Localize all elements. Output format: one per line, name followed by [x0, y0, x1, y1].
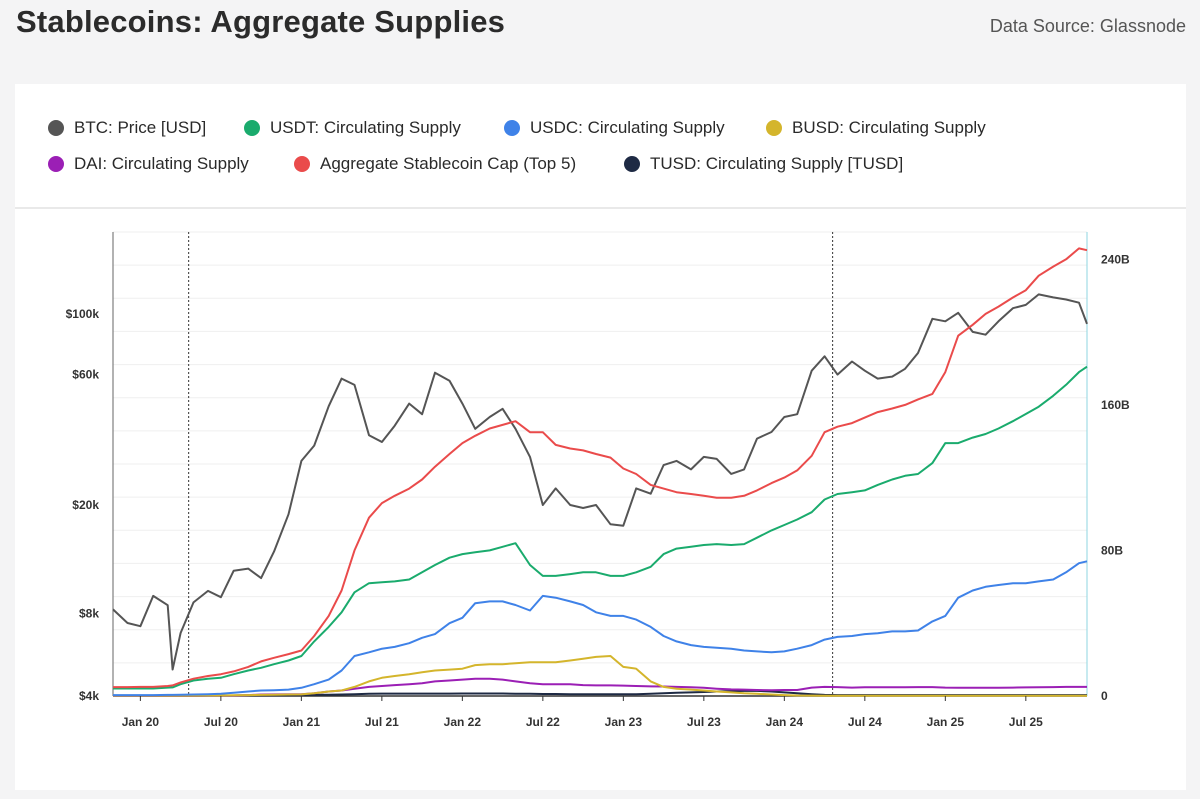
- legend-dot-tusd: [624, 156, 640, 172]
- series-line-usdt[interactable]: [113, 365, 1088, 690]
- legend-dot-usdt: [244, 120, 260, 136]
- x-tick-label: Jul 21: [365, 715, 399, 729]
- series-line-btc[interactable]: [112, 293, 1088, 671]
- x-tick-label: Jan 23: [605, 715, 643, 729]
- series-line-busd[interactable]: [113, 655, 1087, 697]
- page-header: Stablecoins: Aggregate Supplies Data Sou…: [0, 0, 1200, 84]
- page-title: Stablecoins: Aggregate Supplies: [16, 4, 506, 39]
- x-tick-label: Jan 20: [122, 715, 160, 729]
- legend-label-busd: BUSD: Circulating Supply: [792, 118, 986, 137]
- x-tick-label: Jan 21: [283, 715, 321, 729]
- x-tick-label: Jul 25: [1009, 715, 1043, 729]
- x-tick-label: Jan 25: [927, 715, 965, 729]
- y-left-tick-label: $20k: [72, 498, 99, 512]
- y-axis-left-labels: $4k $8k $20k $60k $100k: [66, 307, 100, 703]
- chart-annotation-lines: [188, 232, 834, 696]
- chart-card: BTC: Price [USD] USDT: Circulating Suppl…: [15, 84, 1186, 790]
- x-tick-label: Jul 23: [687, 715, 721, 729]
- legend-item-busd[interactable]: BUSD: Circulating Supply: [766, 118, 986, 138]
- chart-series: [112, 247, 1088, 697]
- x-tick-label: Jul 22: [526, 715, 560, 729]
- y-axis-right-labels: 0 80B 160B 240B: [1101, 252, 1130, 703]
- legend-label-usdt: USDT: Circulating Supply: [270, 118, 461, 137]
- legend-label-aggregate-cap: Aggregate Stablecoin Cap (Top 5): [320, 154, 577, 173]
- chart-canvas[interactable]: Jan 20 Jul 20 Jan 21 Jul 21 Jan 22 Jul 22 Jan …: [15, 209, 1186, 790]
- x-axis-labels: Jan 20 Jul 20 Jan 21 Jul 21 Jan 22 Jul 22 Jan …: [122, 696, 1043, 729]
- legend-label-tusd: TUSD: Circulating Supply [TUSD]: [650, 154, 904, 173]
- chart-legend: BTC: Price [USD] USDT: Circulating Suppl…: [15, 84, 1186, 209]
- y-right-tick-label: 80B: [1101, 543, 1123, 557]
- data-source-label: Data Source: Glassnode: [989, 16, 1186, 36]
- y-right-tick-label: 0: [1101, 689, 1108, 703]
- y-left-tick-label: $100k: [66, 307, 100, 321]
- legend-dot-btc-price: [48, 120, 64, 136]
- y-left-tick-label: $8k: [79, 607, 99, 621]
- legend-item-aggregate-cap[interactable]: Aggregate Stablecoin Cap (Top 5): [294, 154, 576, 174]
- legend-label-usdc: USDC: Circulating Supply: [530, 118, 725, 137]
- legend-item-usdt[interactable]: USDT: Circulating Supply: [244, 118, 461, 138]
- legend-item-btc-price[interactable]: BTC: Price [USD]: [48, 118, 206, 138]
- legend-item-usdc[interactable]: USDC: Circulating Supply: [504, 118, 725, 138]
- series-line-aggregate-stablecoin-cap-top-5-[interactable]: [113, 247, 1088, 689]
- y-left-tick-label: $4k: [79, 689, 99, 703]
- chart-grid: [113, 231, 1087, 697]
- legend-dot-busd: [766, 120, 782, 136]
- x-tick-label: Jan 22: [444, 715, 482, 729]
- y-right-tick-label: 240B: [1101, 252, 1130, 266]
- legend-dot-usdc: [504, 120, 520, 136]
- x-tick-label: Jul 24: [848, 715, 882, 729]
- legend-label-btc-price: BTC: Price [USD]: [74, 118, 207, 137]
- series-line-usdc[interactable]: [113, 560, 1088, 697]
- y-right-tick-label: 160B: [1101, 398, 1130, 412]
- y-left-tick-label: $60k: [72, 368, 99, 382]
- x-tick-label: Jul 20: [204, 715, 238, 729]
- legend-dot-aggregate-cap: [294, 156, 310, 172]
- x-tick-label: Jan 24: [766, 715, 804, 729]
- legend-item-dai[interactable]: DAI: Circulating Supply: [48, 154, 249, 174]
- legend-dot-dai: [48, 156, 64, 172]
- legend-label-dai: DAI: Circulating Supply: [74, 154, 249, 173]
- legend-item-tusd[interactable]: TUSD: Circulating Supply [TUSD]: [624, 154, 903, 174]
